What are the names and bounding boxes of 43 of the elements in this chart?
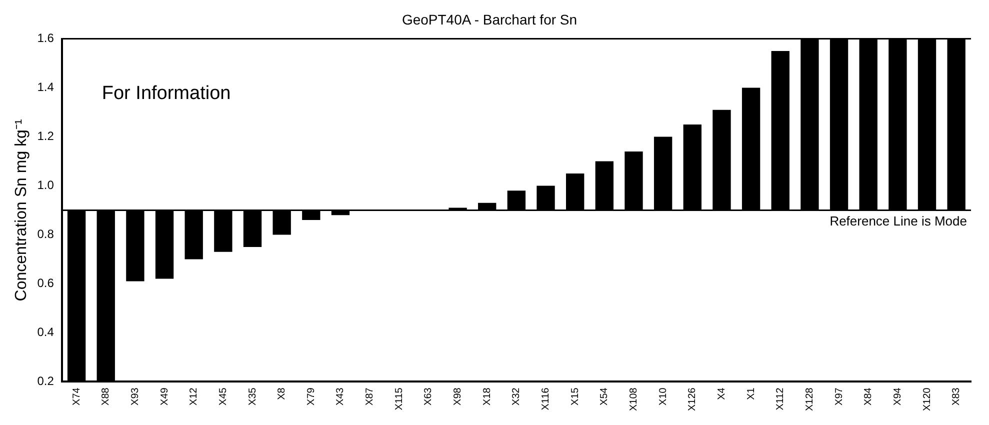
x-tick-label: X126: [687, 387, 698, 412]
x-tick-label: X1: [746, 387, 757, 400]
x-tick-label: X18: [482, 387, 493, 406]
x-tick-label: X93: [130, 387, 141, 406]
x-tick-label: X98: [452, 387, 464, 406]
y-tick-label: 0.2: [37, 374, 54, 388]
x-tick-label: X12: [188, 387, 200, 406]
ref-line-label: Reference Line is Mode: [830, 213, 967, 228]
y-tick-label: 1.2: [37, 129, 54, 144]
x-tick-label: X54: [599, 387, 610, 406]
y-tick-label: 1.4: [37, 80, 54, 94]
x-tick-label: X49: [159, 387, 170, 406]
x-tick-label: X116: [540, 387, 552, 410]
y-tick-label: 0.4: [37, 324, 54, 339]
y-tick-label: 1.6: [37, 31, 54, 46]
x-tick-label: X83: [951, 387, 962, 406]
x-tick-label: X84: [863, 387, 874, 406]
x-tick-label: X10: [658, 387, 669, 406]
x-tick-label: X4: [716, 387, 728, 400]
x-tick-label: X43: [335, 387, 346, 406]
x-tick-label: X15: [570, 387, 581, 406]
x-tick-label: X87: [364, 387, 376, 406]
x-tick-label: X74: [71, 387, 82, 406]
y-axis-title: Concentration Sn mg kg⁻¹: [13, 119, 30, 302]
x-tick-label: X94: [892, 387, 904, 406]
x-tick-label: X128: [804, 387, 816, 412]
x-tick-label: X112: [775, 387, 786, 410]
x-tick-label: X97: [834, 387, 845, 406]
x-tick-label: X79: [306, 387, 317, 406]
x-tick-label: X108: [628, 387, 640, 412]
annotation: For Information: [102, 83, 231, 104]
y-tick-label: 1.0: [37, 178, 54, 192]
x-tick-label: X45: [218, 387, 229, 406]
x-tick-label: X115: [394, 387, 405, 410]
y-tick-label: 0.6: [37, 276, 54, 290]
x-tick-label: X88: [100, 387, 112, 406]
x-tick-label: X35: [247, 387, 258, 406]
x-tick-label: X32: [511, 387, 522, 406]
x-tick-label: X8: [276, 387, 288, 400]
chart-title: GeoPT40A - Barchart for Sn: [402, 11, 578, 28]
x-tick-label: X120: [922, 387, 933, 412]
y-tick-label: 0.8: [37, 227, 54, 242]
x-tick-label: X63: [423, 387, 434, 406]
